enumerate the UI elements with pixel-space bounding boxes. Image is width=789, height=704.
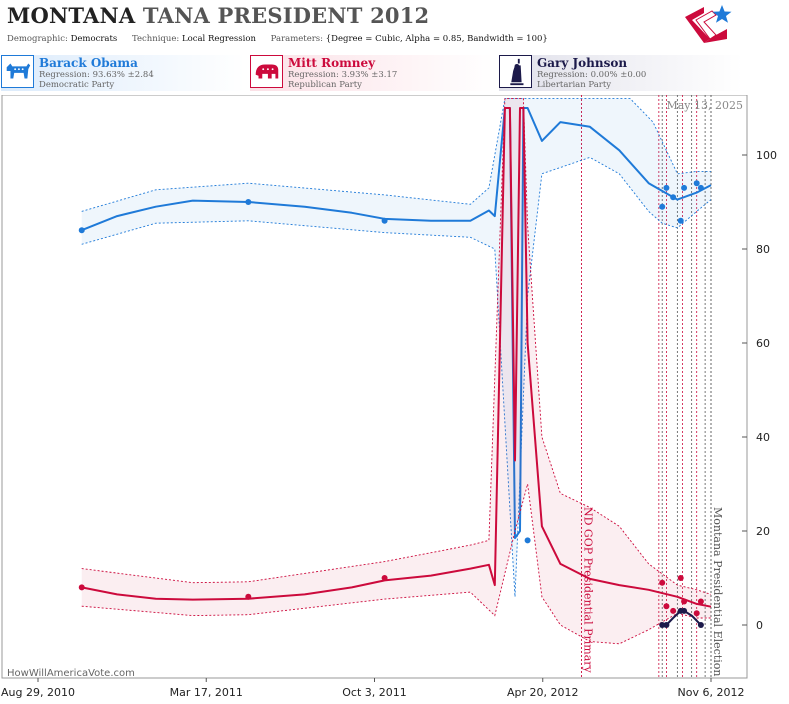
lower-bound-line (81, 156, 712, 597)
candidate-name: Barack Obama (39, 56, 138, 70)
site-logo-icon[interactable] (682, 3, 732, 49)
data-point (381, 575, 388, 581)
candidate-regression: Regression: 93.63% ±2.84 (39, 70, 154, 80)
candidate-party: Libertarian Party (537, 80, 612, 90)
donkey-icon (1, 55, 34, 88)
candidate-name: Mitt Romney (288, 56, 376, 70)
data-point (659, 622, 666, 628)
brand-watermark: HowWillAmericaVote.com (7, 668, 135, 679)
data-point (663, 603, 670, 610)
data-point (681, 607, 688, 614)
data-point (681, 598, 688, 605)
x-tick-label: Mar 17, 2011 (170, 686, 243, 699)
statue-of-liberty-icon (499, 55, 532, 88)
candidate-johnson: Gary Johnson Regression: 0.00% ±0.00 Lib… (499, 55, 743, 91)
technique-value: Local Regression (181, 34, 256, 44)
data-point (697, 598, 704, 605)
data-point (78, 227, 85, 234)
data-point (670, 607, 677, 614)
y-tick-label: 80 (756, 243, 770, 256)
technique-label: Technique: (131, 34, 180, 44)
trend-line (81, 107, 712, 608)
confidence-band (81, 98, 712, 597)
candidate-romney: Mitt Romney Regression: 3.93% ±3.17 Repu… (250, 55, 494, 91)
y-tick-label: 0 (756, 619, 763, 632)
y-tick-label: 40 (756, 431, 770, 444)
candidate-regression: Regression: 3.93% ±3.17 (288, 70, 398, 80)
candidate-name: Gary Johnson (537, 56, 628, 70)
upper-bound-line (81, 98, 712, 595)
page-title: MONTANA TANA PRESIDENT 2012 (7, 3, 429, 28)
candidate-party: Democratic Party (39, 80, 115, 90)
data-point (245, 593, 252, 600)
lower-bound-line (81, 483, 711, 645)
y-tick-label: 60 (756, 337, 770, 350)
candidate-party: Republican Party (288, 80, 362, 90)
data-point (381, 217, 388, 224)
y-tick-label: 20 (756, 525, 770, 538)
state-title: MONTANA (7, 3, 136, 28)
event-label: Montana Presidential Election (711, 507, 724, 676)
data-point (245, 199, 252, 205)
data-point (663, 622, 670, 628)
event-label: ND GOP Presidential Primary (581, 507, 594, 674)
candidate-obama: Barack Obama Regression: 93.63% ±2.84 De… (1, 55, 245, 91)
data-point (697, 622, 704, 628)
data-point (670, 194, 677, 201)
data-point (524, 537, 531, 544)
elephant-icon (250, 55, 283, 88)
data-point (677, 217, 684, 224)
parameters-value: {Degree = Cubic, Alpha = 0.85, Bandwidth… (325, 34, 548, 44)
regression-chart: ND GOP Presidential Primary Montana Presi… (1, 95, 777, 699)
demographic-value: Democrats (70, 34, 118, 44)
parameters-label: Parameters: (270, 34, 324, 44)
data-point (677, 575, 684, 581)
data-point (693, 180, 700, 187)
y-tick-label: 100 (756, 149, 777, 162)
data-point (663, 184, 670, 191)
x-tick-label: Aug 29, 2010 (1, 686, 75, 699)
data-point (659, 579, 666, 586)
race-title: TANA PRESIDENT 2012 (142, 3, 430, 28)
data-point (78, 584, 85, 591)
data-point (697, 184, 704, 191)
confidence-band (81, 98, 712, 644)
x-tick-label: Nov 6, 2012 (678, 686, 745, 699)
candidate-regression: Regression: 0.00% ±0.00 (537, 70, 647, 80)
parameters-line: Demographic: Democrats Technique: Local … (7, 34, 548, 44)
data-point (681, 184, 688, 191)
upper-bound-line (81, 98, 711, 212)
data-point (693, 610, 700, 617)
generated-date: May 13, 2025 (666, 99, 743, 112)
demographic-label: Demographic: (7, 34, 68, 44)
x-tick-label: Apr 20, 2012 (507, 686, 579, 699)
x-tick-label: Oct 3, 2011 (342, 686, 407, 699)
data-point (659, 203, 666, 210)
